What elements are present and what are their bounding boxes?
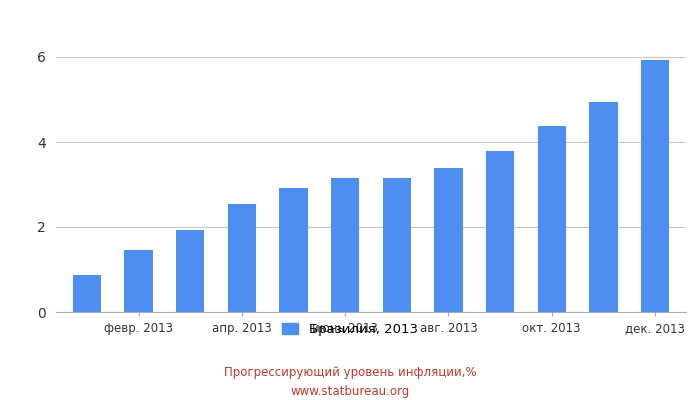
Bar bbox=[73, 276, 102, 312]
Bar bbox=[589, 102, 617, 312]
Bar bbox=[538, 126, 566, 312]
Bar bbox=[125, 250, 153, 312]
Bar bbox=[331, 178, 359, 312]
Bar bbox=[383, 178, 411, 312]
Bar bbox=[640, 60, 669, 312]
Legend: Бразилия, 2013: Бразилия, 2013 bbox=[277, 318, 423, 342]
Bar bbox=[486, 151, 514, 312]
Bar bbox=[279, 188, 308, 312]
Bar bbox=[434, 168, 463, 312]
Text: Прогрессирующий уровень инфляции,%
www.statbureau.org: Прогрессирующий уровень инфляции,% www.s… bbox=[224, 366, 476, 398]
Bar bbox=[228, 204, 256, 312]
Bar bbox=[176, 230, 204, 312]
